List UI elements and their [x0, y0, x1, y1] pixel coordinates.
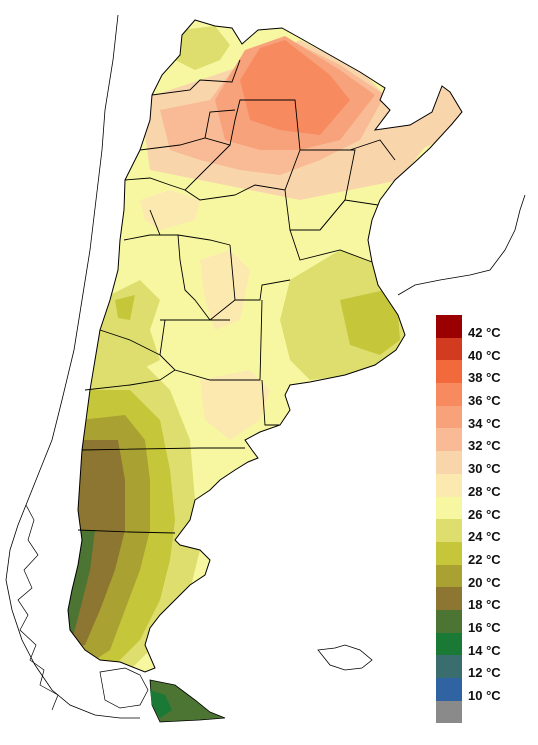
- legend-swatch: [436, 519, 462, 542]
- legend-label: 38 °C: [468, 370, 501, 386]
- legend-row: 36 °C: [436, 383, 536, 409]
- legend-row: 22 °C: [436, 541, 536, 567]
- tierra-del-fuego-south: [150, 690, 172, 718]
- legend-label: 24 °C: [468, 529, 501, 545]
- legend-label: 34 °C: [468, 415, 501, 431]
- legend-label: 16 °C: [468, 619, 501, 635]
- province-borders: [77, 59, 396, 534]
- legend-row: 10 °C: [436, 678, 536, 703]
- temperature-field: [68, 20, 462, 672]
- legend-swatch: [436, 451, 462, 474]
- legend-swatch: [436, 315, 462, 338]
- legend-row: 12 °C: [436, 655, 536, 681]
- legend-label: 30 °C: [468, 461, 501, 477]
- chile-fuego-part: [99, 667, 149, 709]
- legend-label: 14 °C: [468, 642, 501, 658]
- legend-label: 18 °C: [468, 597, 501, 613]
- legend-swatch: [436, 428, 462, 452]
- legend-row: 26 °C: [436, 496, 536, 522]
- legend-swatch: [436, 564, 462, 588]
- legend-swatch: [436, 473, 462, 497]
- legend-swatch: [436, 655, 462, 678]
- legend-swatch: [436, 678, 462, 701]
- legend-label: 36 °C: [468, 393, 501, 409]
- legend-swatch: [436, 360, 462, 384]
- legend-row: 40 °C: [436, 337, 536, 363]
- legend-swatch: [436, 700, 462, 724]
- legend-row: 32 °C: [436, 428, 536, 454]
- legend-row: 14 °C: [436, 632, 536, 658]
- legend-row: 38 °C: [436, 360, 536, 386]
- legend-label: 32 °C: [468, 438, 501, 454]
- legend-swatch: [436, 405, 462, 429]
- legend-swatch: [436, 609, 462, 633]
- fjord-coastline: [17, 504, 59, 711]
- legend-row: 34 °C: [436, 405, 536, 431]
- legend-swatch: [436, 632, 462, 656]
- legend-label: 22 °C: [468, 551, 501, 567]
- legend-swatch: [436, 496, 462, 520]
- uruguay-coastline: [397, 194, 526, 296]
- legend-label: 42 °C: [468, 325, 501, 340]
- falklands-islands: [317, 644, 373, 671]
- legend-row: [436, 700, 536, 724]
- legend-label: 20 °C: [468, 574, 501, 590]
- legend-row: 18 °C: [436, 587, 536, 613]
- legend-row: 42 °C: [436, 315, 536, 340]
- legend-swatch: [436, 541, 462, 565]
- legend-row: 24 °C: [436, 519, 536, 545]
- legend-row: 30 °C: [436, 451, 536, 477]
- legend-label: 12 °C: [468, 665, 501, 681]
- legend-label: 40 °C: [468, 347, 501, 363]
- legend-row: 20 °C: [436, 564, 536, 590]
- legend-swatch: [436, 587, 462, 610]
- legend-row: 16 °C: [436, 609, 536, 635]
- legend-label: 26 °C: [468, 506, 501, 522]
- legend-label: 28 °C: [468, 483, 501, 499]
- legend-label: 10 °C: [468, 688, 501, 703]
- legend-row: 28 °C: [436, 473, 536, 499]
- temperature-legend: 42 °C 40 °C 38 °C 36 °C 34 °C 32 °C 30 °C 28 °C…: [436, 315, 536, 724]
- legend-swatch: [436, 383, 462, 406]
- legend-swatch: [436, 337, 462, 361]
